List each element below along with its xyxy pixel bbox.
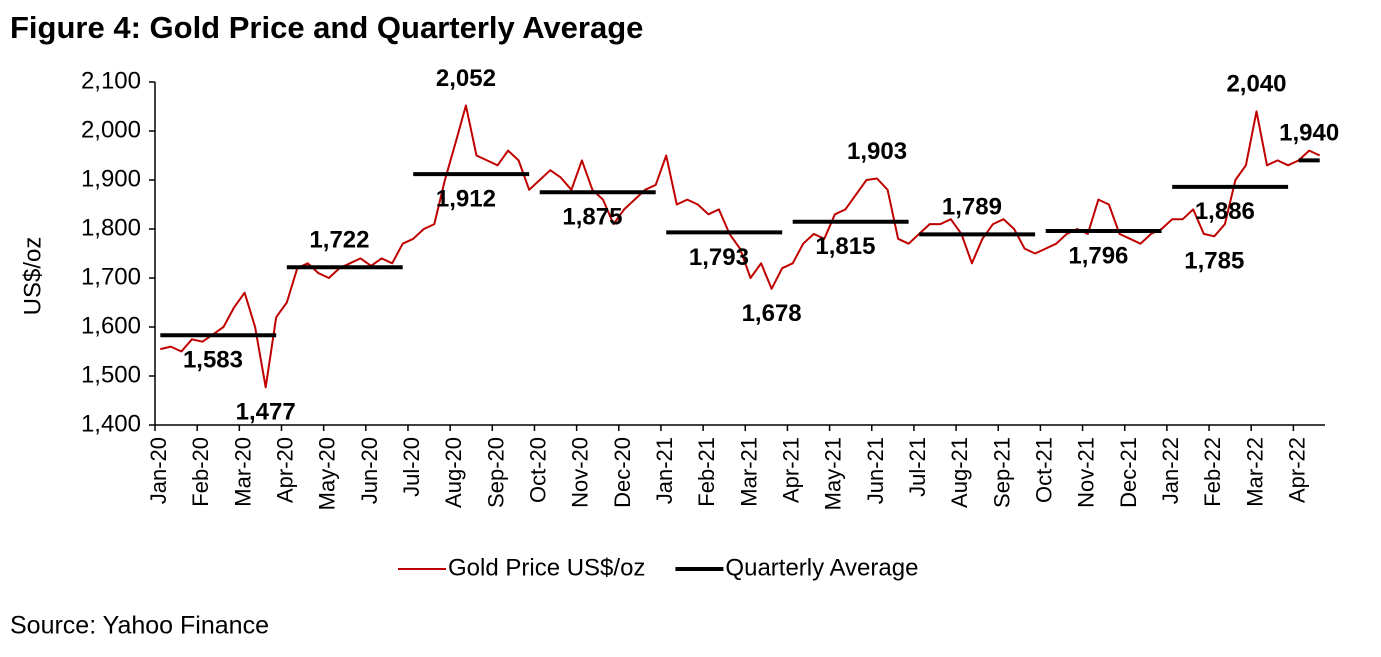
data-label: 2,040: [1226, 71, 1286, 98]
x-tick-label: May-20: [315, 437, 340, 510]
source-note: Source: Yahoo Finance: [10, 612, 269, 640]
x-tick-label: Apr-20: [273, 437, 298, 503]
data-label: 1,477: [236, 399, 296, 426]
y-tick-label: 1,500: [81, 361, 141, 388]
y-tick-label: 1,600: [81, 312, 141, 339]
x-tick-label: Apr-21: [779, 437, 804, 503]
x-tick-label: Sep-20: [483, 437, 508, 508]
x-tick-label: Jun-20: [357, 437, 382, 504]
y-tick-label: 1,700: [81, 263, 141, 290]
x-tick-label: Mar-21: [736, 437, 761, 507]
data-label: 1,940: [1279, 120, 1339, 147]
x-tick-label: Jul-21: [905, 437, 930, 497]
x-tick-label: Feb-21: [694, 437, 719, 507]
data-label: 1,678: [742, 300, 802, 327]
x-tick-label: Jan-22: [1158, 437, 1183, 504]
x-tick-label: Sep-21: [989, 437, 1014, 508]
data-label: 2,052: [436, 65, 496, 92]
y-axis-label: US$/oz: [19, 237, 46, 316]
data-label: 1,583: [183, 347, 243, 374]
x-tick-label: Jul-20: [399, 437, 424, 497]
legend-label: Gold Price US$/oz: [448, 554, 645, 581]
x-tick-label: Nov-21: [1074, 437, 1099, 508]
y-tick-label: 1,800: [81, 214, 141, 241]
legend-label: Quarterly Average: [725, 554, 918, 581]
x-tick-label: May-21: [821, 437, 846, 510]
data-label: 1,875: [562, 204, 622, 231]
y-tick-label: 1,900: [81, 165, 141, 192]
x-tick-label: Oct-21: [1031, 437, 1056, 503]
x-tick-label: Oct-20: [526, 437, 551, 503]
price-line: [160, 104, 1321, 389]
x-tick-label: Feb-22: [1200, 437, 1225, 507]
x-tick-label: Apr-22: [1284, 437, 1309, 503]
x-tick-label: Mar-22: [1242, 437, 1267, 507]
x-tick-label: Jun-21: [863, 437, 888, 504]
x-tick-label: Dec-20: [610, 437, 635, 508]
x-tick-label: Aug-21: [947, 437, 972, 508]
data-label: 1,903: [847, 138, 907, 165]
data-label: 1,886: [1195, 198, 1255, 225]
data-label: 1,722: [309, 227, 369, 254]
x-tick-label: Feb-20: [188, 437, 213, 507]
y-tick-label: 1,400: [81, 410, 141, 437]
y-tick-label: 2,000: [81, 116, 141, 143]
x-tick-label: Jan-20: [146, 437, 171, 504]
data-label: 1,789: [942, 194, 1002, 221]
data-label: 1,793: [689, 244, 749, 271]
x-tick-label: Dec-21: [1116, 437, 1141, 508]
x-tick-label: Jan-21: [652, 437, 677, 504]
x-tick-label: Nov-20: [568, 437, 593, 508]
data-label: 1,785: [1184, 248, 1244, 275]
x-tick-label: Aug-20: [441, 437, 466, 508]
data-label: 1,815: [815, 233, 875, 260]
y-tick-label: 2,100: [81, 67, 141, 94]
chart-title: Figure 4: Gold Price and Quarterly Avera…: [10, 10, 643, 45]
x-tick-label: Mar-20: [230, 437, 255, 507]
data-label: 1,912: [436, 185, 496, 212]
data-label: 1,796: [1068, 242, 1128, 269]
